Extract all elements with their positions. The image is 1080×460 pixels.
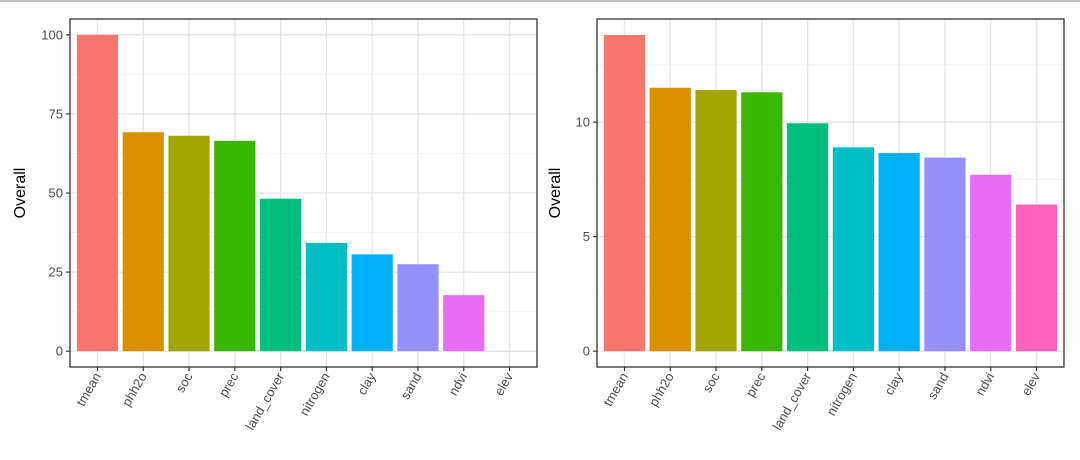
x-tick-label-nitrogen: nitrogen bbox=[824, 370, 860, 418]
x-tick-label-nitrogen: nitrogen bbox=[297, 370, 333, 418]
bar-elev bbox=[1015, 204, 1058, 352]
y-tick-label: 10 bbox=[576, 115, 590, 130]
bar-phh2o bbox=[649, 87, 691, 352]
x-tick-label-ndvi: ndvi bbox=[445, 370, 470, 398]
x-tick-label-prec: prec bbox=[216, 370, 242, 400]
x-tick-label-tmean: tmean bbox=[600, 370, 631, 409]
panel-border bbox=[596, 18, 1065, 368]
x-tick-label-land_cover: land_cover bbox=[769, 369, 814, 432]
bar-land_cover bbox=[260, 198, 302, 352]
y-tick-label: 0 bbox=[56, 344, 63, 359]
x-tick-label-soc: soc bbox=[173, 370, 196, 395]
y-tick-label: 50 bbox=[49, 186, 63, 201]
y-axis-title: Overall bbox=[547, 168, 564, 219]
bar-ndvi bbox=[443, 295, 485, 352]
y-tick-label: 0 bbox=[583, 344, 590, 359]
y-tick-label: 100 bbox=[41, 27, 63, 42]
y-tick-label: 25 bbox=[49, 265, 63, 280]
bar-tmean bbox=[603, 35, 646, 352]
bar-tmean bbox=[76, 34, 119, 352]
bar-prec bbox=[741, 92, 783, 352]
x-tick-label-phh2o: phh2o bbox=[119, 370, 150, 409]
x-tick-label-clay: clay bbox=[881, 370, 906, 398]
bar-clay bbox=[351, 254, 393, 352]
y-tick-label: 75 bbox=[49, 106, 63, 121]
x-tick-label-sand: sand bbox=[397, 370, 424, 402]
bar-sand bbox=[397, 264, 439, 352]
bar-ndvi bbox=[970, 174, 1012, 352]
x-tick-label-ndvi: ndvi bbox=[972, 370, 997, 398]
bar-prec bbox=[214, 140, 256, 352]
x-tick-label-soc: soc bbox=[700, 370, 723, 395]
x-tick-label-prec: prec bbox=[743, 370, 769, 400]
x-tick-label-clay: clay bbox=[354, 370, 379, 398]
x-tick-label-phh2o: phh2o bbox=[646, 370, 677, 409]
top-rule bbox=[0, 0, 1080, 2]
bar-sand bbox=[924, 157, 966, 352]
chart-panel-2: 0 5 10 tmean phh2o soc prec land_cover nitrogen c… bbox=[547, 18, 1065, 433]
bar-land_cover bbox=[787, 123, 829, 352]
bar-phh2o bbox=[122, 132, 164, 352]
x-tick-label-sand: sand bbox=[924, 370, 951, 402]
x-tick-label-tmean: tmean bbox=[73, 370, 104, 409]
bar-soc bbox=[695, 90, 737, 352]
x-tick-label-elev: elev bbox=[1018, 370, 1043, 399]
x-tick-label-elev: elev bbox=[491, 370, 516, 399]
y-tick-label: 5 bbox=[583, 229, 590, 244]
bar-soc bbox=[168, 135, 210, 352]
x-tick-label-land_cover: land_cover bbox=[242, 369, 287, 432]
chart-panel-1: 0 25 50 75 100 tmean phh2o soc prec land_cover nit… bbox=[12, 18, 538, 433]
bar-clay bbox=[878, 153, 920, 352]
y-axis-title: Overall bbox=[12, 168, 29, 219]
bar-nitrogen bbox=[305, 242, 347, 352]
bar-nitrogen bbox=[832, 147, 874, 352]
